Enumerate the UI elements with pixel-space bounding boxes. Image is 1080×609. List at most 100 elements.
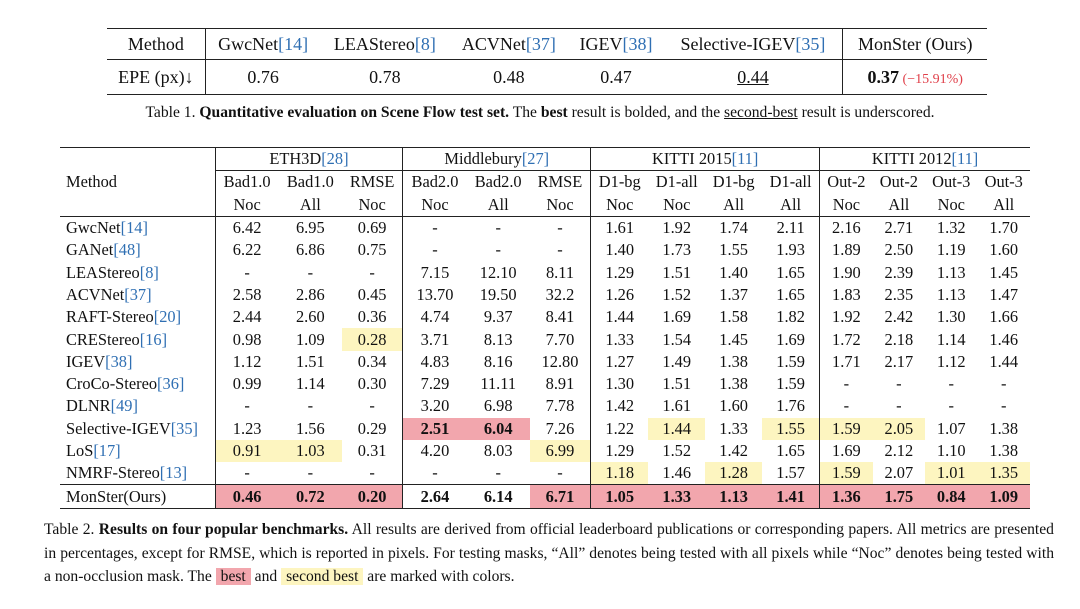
result-value: 1.71 [832,351,861,371]
result-cell: - [466,215,530,240]
result-cell: 1.74 [705,215,763,240]
result-cell: 7.29 [402,372,467,396]
table-2-mask-row: Noc All Noc Noc All Noc Noc Noc All All Noc All Noc A… [60,193,1030,217]
result-cell: 1.19 [925,239,977,261]
result-cell: 1.51 [648,261,705,283]
blank-cell [60,194,215,217]
result-value: 2.11 [776,218,805,238]
mask-header-text: Noc [663,194,691,214]
result-cell: 1.33 [648,484,706,509]
method-cell: MonSter(Ours) [60,484,215,509]
mask-header-text: All [723,194,745,214]
result-value: 1.51 [662,262,692,282]
result-cell: 1.23 [214,417,279,440]
table-row: GwcNet[14] 6.42 6.95 0.69 - - - 1.61 1.92 1.74 2.1… [60,215,1030,240]
result-cell: 1.38 [705,373,762,395]
result-value: 7.29 [420,374,450,394]
method-name: GwcNet [66,218,121,238]
caption-best: best [540,104,568,121]
result-value: 8.16 [483,351,513,371]
result-cell: 1.30 [925,306,977,328]
result-cell: 1.45 [977,261,1030,283]
result-cell: 0.98 [214,328,279,351]
result-cell: 1.92 [819,306,873,329]
benchmark-group-header: ETH3D[28] [214,146,403,172]
metric-header: Bad2.0 [402,170,467,194]
result-value: 1.57 [776,463,805,483]
result-value: 0.75 [357,240,387,260]
result-value: 2.39 [884,262,914,282]
result-value: 2.42 [884,307,914,327]
method-cell: GwcNet[14] [60,215,215,240]
result-value: 1.27 [605,351,635,371]
result-cell: 1.55 [762,417,820,440]
result-cell: 1.28 [705,462,763,485]
result-cell: 2.86 [279,284,342,306]
result-cell: 1.46 [977,328,1030,350]
result-value: 7.70 [545,329,575,349]
result-cell: - [402,215,467,240]
method-name: MonSter (Ours) [857,33,973,54]
result-cell: 2.12 [873,440,925,462]
result-value: 1.09 [989,486,1019,506]
metric-header: RMSE [530,171,591,194]
result-value: - [557,240,563,260]
method-name: ACVNet [461,33,526,54]
result-cell: 12.10 [467,261,530,283]
result-cell: - [925,395,977,417]
caption-text: are marked with colors. [363,568,515,585]
best-color-tag: best [215,568,251,585]
result-value: 6.22 [232,240,262,260]
result-cell: - [342,395,403,417]
result-value: 1.38 [989,418,1019,438]
result-value: 8.91 [545,374,575,394]
result-value: 0.72 [295,486,325,506]
result-value: - [1001,374,1007,394]
result-value: 1.52 [662,284,692,304]
result-value: 1.82 [776,307,805,327]
mask-header: All [762,194,820,217]
method-header: Method [107,28,206,60]
result-cell: - [977,395,1030,417]
method-name: MonSter(Ours) [66,486,167,506]
result-value: 0.98 [232,329,262,349]
result-value: 1.13 [936,284,966,304]
metric-header-text: D1-all [655,172,698,192]
table-row: CroCo-Stereo[36] 0.99 1.14 0.30 7.29 11.11 8.9… [60,372,1030,396]
caption-text: and [250,568,282,585]
result-cell: 12.80 [530,351,591,373]
result-cell: 0.45 [342,284,403,306]
result-cell: 1.71 [819,350,873,373]
result-cell: 8.13 [467,328,530,350]
result-value: 2.58 [232,284,262,304]
result-cell: 1.49 [648,351,705,373]
result-value: 1.69 [832,441,861,460]
result-value: 1.13 [936,262,966,282]
result-value: - [896,374,902,394]
result-cell: 2.51 [402,417,467,440]
citation-link: [35] [795,33,826,54]
metric-header: RMSE [342,171,403,194]
result-value: - [432,218,438,238]
citation-link: [37] [124,284,152,304]
method-cell: IGEV[38] [60,351,215,373]
method-name: LEAStereo [333,33,415,54]
result-value: 1.83 [832,284,861,304]
method-name: GwcNet [218,33,279,54]
result-value: 7.15 [420,262,450,282]
result-cell: - [279,395,342,417]
method-column-header: IGEV[38] [568,28,664,60]
result-cell: 2.71 [872,215,926,240]
result-value: 1.29 [605,262,635,282]
result-cell: - [530,462,591,485]
result-cell: 0.31 [342,440,403,462]
result-value: 6.71 [545,486,575,506]
result-cell: 8.03 [467,440,530,462]
mask-header-text: All [780,194,802,214]
result-value: 6.14 [483,486,513,506]
metric-header: Bad1.0 [214,170,279,194]
method-name: CREStereo [66,329,140,349]
result-cell: 1.90 [819,261,873,284]
method-name: Method [127,33,184,54]
result-cell: 1.51 [648,373,705,395]
